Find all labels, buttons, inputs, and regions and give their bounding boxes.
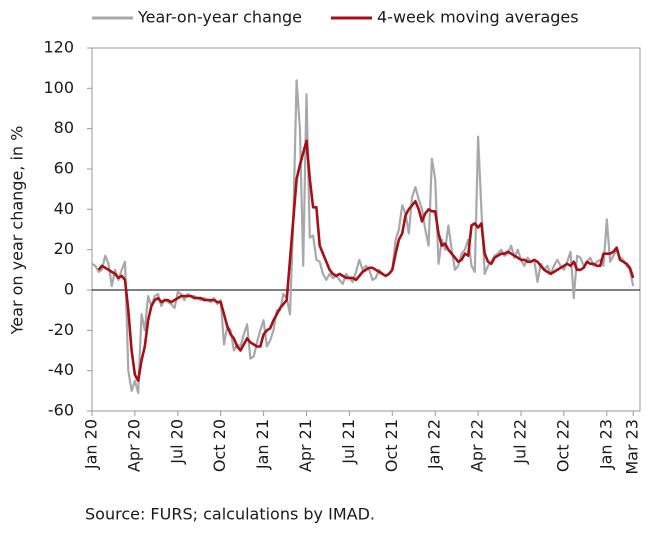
x-tick-label: Jul 20 xyxy=(167,419,186,465)
x-tick-label: Mar 23 xyxy=(623,419,642,475)
legend-label: 4-week moving averages xyxy=(377,8,579,27)
y-axis-label: Year on year change, in % xyxy=(8,126,27,336)
x-tick-label: Apr 21 xyxy=(296,419,315,472)
x-tick-label: Oct 20 xyxy=(210,419,229,472)
y-tick-label: 40 xyxy=(54,199,74,218)
legend-label: Year-on-year change xyxy=(137,8,302,27)
source-note: Source: FURS; calculations by IMAD. xyxy=(85,505,375,524)
series-line xyxy=(91,79,635,394)
y-tick-label: 20 xyxy=(54,239,74,258)
x-tick-label: Oct 21 xyxy=(382,419,401,472)
x-tick-label: Jan 22 xyxy=(425,419,444,470)
x-tick-label: Jan 21 xyxy=(253,419,272,470)
y-tick-label: 100 xyxy=(43,78,74,97)
x-tick-label: Oct 22 xyxy=(553,419,572,472)
y-tick-label: 80 xyxy=(54,118,74,137)
y-tick-label: -40 xyxy=(48,360,74,379)
y-tick-label: 60 xyxy=(54,159,74,178)
x-tick-label: Apr 20 xyxy=(124,419,143,472)
y-tick-label: -20 xyxy=(48,320,74,339)
plot-frame xyxy=(91,47,641,412)
y-tick-label: -60 xyxy=(48,401,74,420)
y-tick-label: 0 xyxy=(64,280,74,299)
x-tick-label: Jan 20 xyxy=(82,419,101,470)
series-line xyxy=(97,139,635,383)
x-tick-label: Jul 22 xyxy=(511,419,530,465)
x-tick-label: Apr 22 xyxy=(468,419,487,472)
y-tick-label: 120 xyxy=(43,38,74,57)
x-tick-label: Jul 21 xyxy=(339,419,358,465)
x-tick-label: Jan 23 xyxy=(596,419,615,470)
